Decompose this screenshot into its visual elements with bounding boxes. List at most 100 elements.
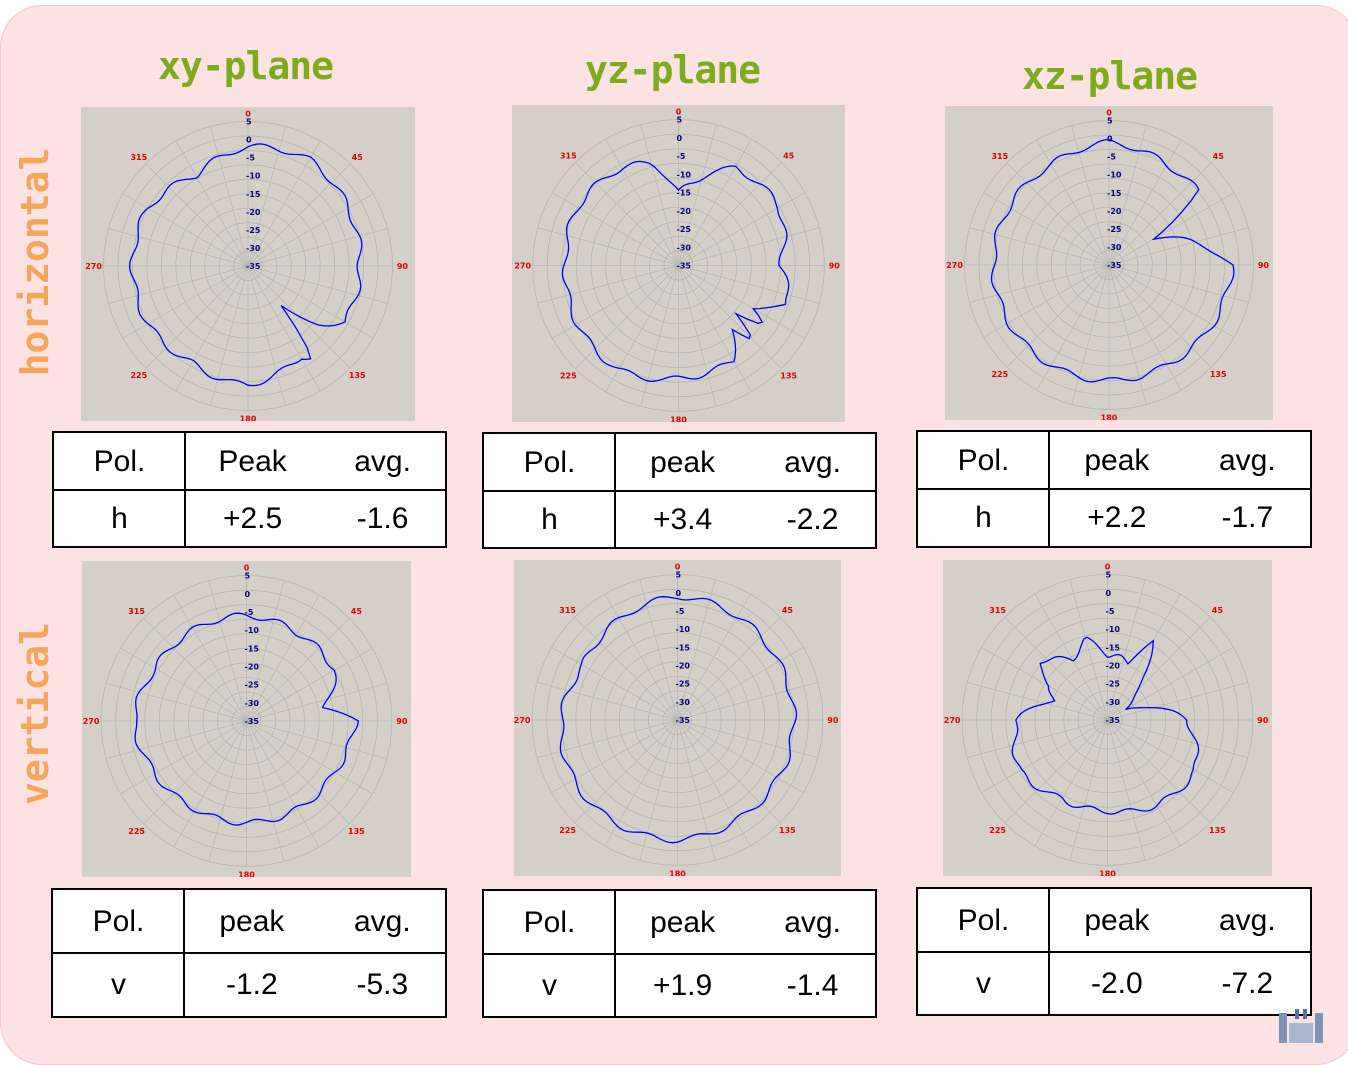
radial-tick-label: -20 bbox=[246, 208, 261, 217]
grid-spoke bbox=[575, 162, 679, 266]
radial-tick-label: -35 bbox=[245, 717, 260, 726]
grid-spoke bbox=[208, 580, 247, 722]
radial-tick-label: 5 bbox=[676, 571, 682, 580]
table-divider bbox=[183, 890, 185, 1016]
grid-spoke bbox=[677, 719, 804, 793]
angle-tick-label: 90 bbox=[1258, 261, 1270, 270]
results-table: Pol. peak avg. v -2.0 -7.2 bbox=[916, 887, 1312, 1016]
grid-spoke bbox=[678, 227, 820, 266]
column-title-yz: yz-plane bbox=[585, 48, 761, 92]
grid-spoke bbox=[1107, 719, 1234, 793]
table-divider bbox=[54, 489, 445, 491]
radial-tick-label: -30 bbox=[677, 243, 692, 252]
grid-spoke bbox=[120, 720, 247, 794]
table-value-cell: +3.4 bbox=[652, 502, 713, 536]
grid-spoke bbox=[678, 162, 782, 266]
angle-tick-label: 0 bbox=[245, 110, 251, 119]
angle-tick-label: 225 bbox=[130, 371, 147, 380]
polar-plot: 5 0 -5 -10 -15 -20 -25 -30 -35 0 45 90 135 180 225 270 3… bbox=[81, 107, 415, 421]
grid-spoke bbox=[246, 720, 373, 794]
table-header-cell: Pol. bbox=[957, 903, 1010, 937]
radial-tick-label: -20 bbox=[677, 207, 692, 216]
table-value-cell: v bbox=[976, 966, 991, 1000]
grid-spoke bbox=[604, 719, 678, 847]
angle-tick-label: 315 bbox=[560, 151, 577, 160]
grid-spoke bbox=[983, 264, 1110, 338]
angle-tick-label: 225 bbox=[128, 827, 145, 836]
angle-tick-label: 180 bbox=[238, 870, 255, 877]
grid-spoke bbox=[574, 616, 678, 721]
radial-tick-label: -25 bbox=[246, 226, 261, 235]
radial-tick-label: -10 bbox=[676, 625, 691, 634]
radial-tick-label: -25 bbox=[676, 680, 691, 689]
grid-spoke bbox=[537, 265, 679, 304]
grid-spoke bbox=[1108, 227, 1249, 266]
angle-tick-label: 45 bbox=[783, 151, 795, 160]
grid-spoke bbox=[677, 682, 818, 721]
radial-tick-label: -25 bbox=[245, 681, 260, 690]
grid-spoke bbox=[678, 139, 752, 266]
table-header-cell: avg. bbox=[784, 905, 841, 939]
grid-spoke bbox=[1006, 264, 1110, 368]
radial-tick-label: -15 bbox=[1107, 189, 1122, 198]
angle-tick-label: 270 bbox=[946, 261, 963, 270]
grid-spoke bbox=[1108, 264, 1249, 303]
angle-tick-label: 180 bbox=[1099, 869, 1116, 876]
radiation-pattern-trace bbox=[559, 596, 798, 844]
radial-tick-label: -15 bbox=[677, 189, 692, 198]
grid-spoke bbox=[1108, 264, 1235, 338]
grid-spoke bbox=[640, 265, 679, 407]
angle-tick-label: 135 bbox=[348, 827, 365, 836]
table-value-cell: -1.4 bbox=[786, 968, 839, 1002]
radial-tick-label: -15 bbox=[1106, 643, 1121, 652]
grid-spoke bbox=[677, 719, 751, 847]
grid-spoke bbox=[247, 163, 351, 267]
grid-spoke bbox=[677, 719, 716, 861]
radial-tick-label: -35 bbox=[246, 262, 261, 271]
grid-spoke bbox=[537, 719, 678, 758]
table-value-cell: +1.9 bbox=[652, 968, 713, 1002]
angle-tick-label: 45 bbox=[1212, 606, 1224, 615]
table-header-cell: Pol. bbox=[957, 443, 1010, 477]
grid-spoke bbox=[1107, 719, 1211, 824]
results-table: Pol. peak avg. v +1.9 -1.4 bbox=[482, 889, 877, 1018]
angle-tick-label: 90 bbox=[1257, 716, 1269, 725]
grid-spoke bbox=[1071, 125, 1110, 266]
radial-tick-label: -5 bbox=[677, 152, 686, 161]
grid-spoke bbox=[969, 264, 1110, 303]
radial-tick-label: 0 bbox=[245, 590, 251, 599]
radial-tick-label: -20 bbox=[676, 661, 691, 670]
grid-spoke bbox=[677, 719, 781, 824]
grid-spoke bbox=[574, 719, 678, 824]
radial-tick-label: -5 bbox=[246, 154, 255, 163]
column-title-xz: xz-plane bbox=[1022, 54, 1198, 98]
table-value-cell: -2.0 bbox=[1091, 966, 1143, 1000]
grid-spoke bbox=[551, 719, 678, 793]
grid-spoke bbox=[108, 228, 249, 267]
grid-spoke bbox=[605, 265, 679, 392]
angle-tick-label: 225 bbox=[560, 372, 577, 381]
table-value-cell: -1.2 bbox=[226, 967, 278, 1001]
angle-tick-label: 180 bbox=[240, 414, 257, 421]
table-divider bbox=[1048, 432, 1050, 546]
table-header-cell: avg. bbox=[1219, 903, 1276, 937]
polar-plot: 5 0 -5 -10 -15 -20 -25 -30 -35 0 45 90 135 180 225 270 3… bbox=[82, 561, 411, 877]
table-value-cell: v bbox=[111, 967, 126, 1001]
angle-tick-label: 180 bbox=[669, 869, 686, 876]
grid-spoke bbox=[677, 719, 818, 758]
table-header-cell: Peak bbox=[218, 444, 287, 478]
grid-spoke bbox=[246, 720, 285, 862]
table-header-cell: avg. bbox=[784, 445, 841, 479]
table-value-cell: -2.2 bbox=[786, 502, 839, 536]
grid-spoke bbox=[247, 265, 388, 304]
radiation-pattern-trace bbox=[990, 138, 1235, 383]
table-header-cell: avg. bbox=[354, 444, 411, 478]
radial-tick-label: 0 bbox=[246, 136, 252, 145]
grid-spoke bbox=[122, 193, 249, 267]
results-table: Pol. peak avg. h +2.2 -1.7 bbox=[916, 430, 1312, 548]
grid-spoke bbox=[575, 265, 679, 369]
angle-tick-label: 180 bbox=[1101, 413, 1118, 420]
angle-tick-label: 270 bbox=[514, 262, 531, 271]
radial-tick-label: -35 bbox=[677, 262, 692, 271]
polar-chart-svg: 50-5-10-15-20-25-30-35045901351802252703… bbox=[512, 105, 845, 422]
